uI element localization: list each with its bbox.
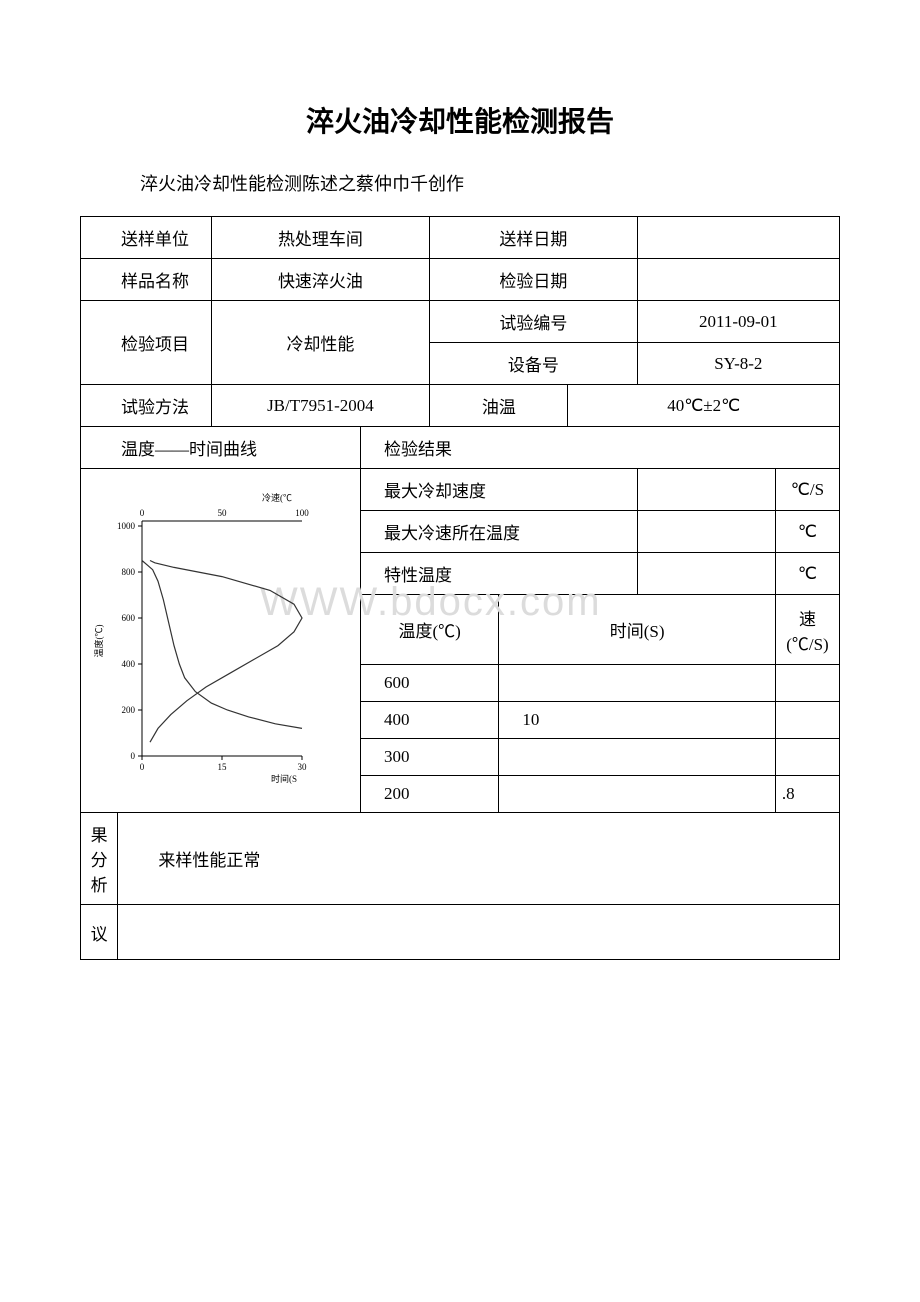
d1-time [499,665,776,702]
svg-text:1000: 1000 [117,521,136,531]
d2-temp: 400 [361,702,499,739]
val-max-speed-temp [637,511,775,553]
label-char-temp: 特性温度 [361,553,638,595]
label-oil-temp: 油温 [430,385,568,427]
svg-text:15: 15 [218,762,228,772]
svg-text:0: 0 [131,751,136,761]
val-device-no: SY-8-2 [637,343,839,385]
svg-text:时间(S: 时间(S [271,773,297,784]
svg-text:0: 0 [140,762,145,772]
label-suggestion: 议 [81,905,118,960]
page-title: 淬火油冷却性能检测报告 [80,100,840,140]
subtitle: 淬火油冷却性能检测陈述之蔡仲巾千创作 [140,170,840,196]
d1-speed [775,665,839,702]
label-send-unit: 送样单位 [81,217,212,259]
val-test-method: JB/T7951-2004 [211,385,430,427]
label-test-no: 试验编号 [430,301,637,343]
label-results: 检验结果 [361,427,840,469]
th-time: 时间(S) [499,595,776,665]
d4-speed: .8 [775,776,839,813]
svg-text:600: 600 [122,613,136,623]
cooling-curve-chart: 冷速(℃05010002004006008001000温度(℃)01530时间(… [87,486,317,796]
svg-text:0: 0 [140,508,145,518]
val-analysis: 来样性能正常 [118,813,840,905]
d2-time: 10 [499,702,776,739]
label-check-item: 检验项目 [81,301,212,385]
unit-max-speed-temp: ℃ [775,511,839,553]
svg-text:400: 400 [122,659,136,669]
report-table: 送样单位 热处理车间 送样日期 样品名称 快速淬火油 检验日期 检验项目 冷却性… [80,216,840,960]
svg-text:50: 50 [218,508,228,518]
chart-cell: 冷速(℃05010002004006008001000温度(℃)01530时间(… [81,469,361,813]
val-test-no: 2011-09-01 [637,301,839,343]
d1-temp: 600 [361,665,499,702]
label-test-method: 试验方法 [81,385,212,427]
val-oil-temp: 40℃±2℃ [568,385,840,427]
label-analysis: 果分析 [81,813,118,905]
svg-text:800: 800 [122,567,136,577]
d4-temp: 200 [361,776,499,813]
d3-speed [775,739,839,776]
val-check-item: 冷却性能 [211,301,430,385]
label-max-speed-temp: 最大冷速所在温度 [361,511,638,553]
label-curve: 温度——时间曲线 [81,427,361,469]
svg-text:冷速(℃: 冷速(℃ [262,492,292,503]
val-char-temp [637,553,775,595]
val-sample-name: 快速淬火油 [211,259,430,301]
val-max-speed [637,469,775,511]
d4-time [499,776,776,813]
label-device-no: 设备号 [430,343,637,385]
svg-text:30: 30 [298,762,308,772]
label-max-speed: 最大冷却速度 [361,469,638,511]
th-speed: 速(℃/S) [775,595,839,665]
d2-speed [775,702,839,739]
val-send-unit: 热处理车间 [211,217,430,259]
th-temp: 温度(℃) [361,595,499,665]
label-check-date: 检验日期 [430,259,637,301]
svg-text:温度(℃): 温度(℃) [93,624,104,657]
d3-time [499,739,776,776]
label-send-date: 送样日期 [430,217,637,259]
label-sample-name: 样品名称 [81,259,212,301]
svg-text:100: 100 [295,508,309,518]
unit-max-speed: ℃/S [775,469,839,511]
val-send-date [637,217,839,259]
val-suggestion [118,905,840,960]
svg-text:200: 200 [122,705,136,715]
val-check-date [637,259,839,301]
unit-char-temp: ℃ [775,553,839,595]
d3-temp: 300 [361,739,499,776]
